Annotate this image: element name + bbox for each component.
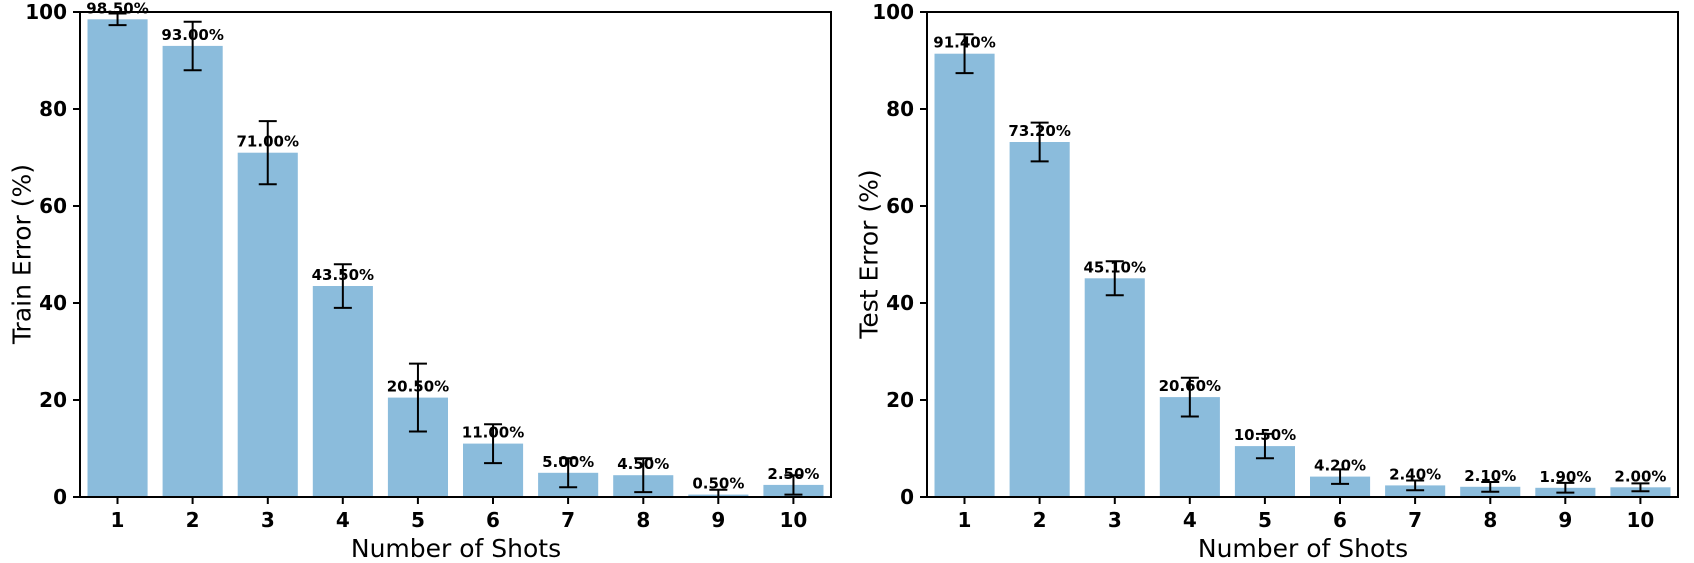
value-label: 1.90% (1539, 468, 1591, 486)
error-bar (955, 33, 974, 75)
y-tick-label: 60 (39, 194, 67, 218)
x-tick-label: 2 (1033, 508, 1047, 532)
train-error-plot: 98.50% 93.00% 71.00% 43.50% 20.50% 11.00% 5.00… (25, 0, 832, 532)
y-tick-label: 0 (53, 485, 67, 509)
bar (87, 19, 148, 498)
error-bar (1030, 121, 1049, 163)
x-tick-label: 4 (336, 508, 350, 532)
value-label: 98.50% (86, 0, 148, 17)
y-tick-label: 100 (25, 0, 67, 24)
error-bar (1631, 482, 1650, 493)
y-axis-label-test: Test Error (%) (854, 169, 884, 339)
y-tick-label: 40 (39, 291, 67, 315)
error-bar (333, 263, 352, 309)
x-tick-label: 1 (111, 508, 125, 532)
error-bar (559, 457, 578, 489)
value-label: 2.10% (1464, 467, 1516, 485)
train-error-panel: 98.50% 93.00% 71.00% 43.50% 20.50% 11.00% 5.00… (7, 0, 832, 563)
bar (1310, 476, 1371, 497)
error-bar (1105, 260, 1124, 297)
chart-svg: 91.40% 73.20% 45.10% 20.60% 10.50% 4.20% 2.40%… (872, 0, 1679, 532)
y-tick-label: 80 (39, 97, 67, 121)
y-tick-label: 20 (886, 388, 914, 412)
value-label: 4.50% (617, 455, 669, 473)
error-bar (484, 423, 503, 465)
x-tick-label: 9 (711, 508, 725, 532)
error-bar (258, 120, 277, 186)
error-bar (1331, 468, 1350, 485)
bar (1009, 142, 1070, 497)
x-tick-label: 7 (1408, 508, 1422, 532)
value-label: 20.50% (387, 378, 449, 396)
value-label: 0.50% (692, 475, 744, 493)
y-axis-label-train: Train Error (%) (7, 163, 37, 345)
value-label: 91.40% (933, 34, 995, 52)
test-error-plot: 91.40% 73.20% 45.10% 20.60% 10.50% 4.20% 2.40%… (847, 0, 1694, 563)
error-bar (1406, 479, 1425, 492)
error-bar (1255, 432, 1274, 460)
error-bar (1556, 481, 1575, 494)
plot-border (79, 11, 832, 498)
error-bar (1481, 481, 1500, 493)
value-label: 2.50% (767, 465, 819, 483)
error-bar (183, 20, 202, 72)
bar (312, 286, 373, 497)
value-label: 93.00% (161, 26, 223, 44)
value-label: 2.00% (1614, 467, 1666, 485)
x-tick-label: 8 (636, 508, 650, 532)
y-tick-label: 80 (886, 97, 914, 121)
x-tick-label: 10 (779, 508, 807, 532)
value-label: 20.60% (1159, 377, 1221, 395)
value-label: 5.00% (542, 453, 594, 471)
bar (1084, 278, 1145, 497)
x-tick-label: 7 (561, 508, 575, 532)
x-tick-label: 1 (958, 508, 972, 532)
x-tick-label: 4 (1183, 508, 1197, 532)
chart-svg: 98.50%93.00%71.00%43.50%20.50%11.00%5.00… (25, 0, 832, 532)
x-tick-label: 6 (1333, 508, 1347, 532)
error-bar (1180, 376, 1199, 418)
x-tick-label: 3 (261, 508, 275, 532)
x-tick-label: 10 (1626, 508, 1654, 532)
y-tick-label: 40 (886, 291, 914, 315)
y-tick-label: 60 (886, 194, 914, 218)
value-label: 43.50% (312, 266, 374, 284)
value-label: 71.00% (237, 133, 299, 151)
x-tick-label: 2 (186, 508, 200, 532)
error-bar (784, 474, 803, 496)
x-tick-label: 9 (1558, 508, 1572, 532)
value-label: 10.50% (1234, 426, 1296, 444)
plot-border (926, 11, 1679, 498)
test-error-panel: 91.40% 73.20% 45.10% 20.60% 10.50% 4.20% 2.40%… (847, 0, 1694, 563)
value-label: 73.20% (1008, 122, 1070, 140)
bar (934, 53, 995, 497)
x-tick-label: 3 (1108, 508, 1122, 532)
error-bar (108, 12, 127, 27)
value-label: 45.10% (1084, 258, 1146, 276)
bar (237, 152, 298, 497)
x-axis-label-test: Number of Shots (1197, 534, 1409, 563)
x-tick-label: 6 (486, 508, 500, 532)
value-label: 4.20% (1314, 457, 1366, 475)
error-bar (634, 457, 653, 494)
x-axis-label-train: Number of Shots (350, 534, 562, 563)
value-label: 2.40% (1389, 465, 1441, 483)
value-label: 11.00% (462, 424, 524, 442)
error-bar (408, 362, 427, 433)
y-tick-label: 0 (900, 485, 914, 509)
bar (162, 45, 223, 498)
y-tick-label: 20 (39, 388, 67, 412)
x-tick-label: 5 (411, 508, 425, 532)
x-tick-label: 8 (1483, 508, 1497, 532)
y-tick-label: 100 (872, 0, 914, 24)
x-tick-label: 5 (1258, 508, 1272, 532)
